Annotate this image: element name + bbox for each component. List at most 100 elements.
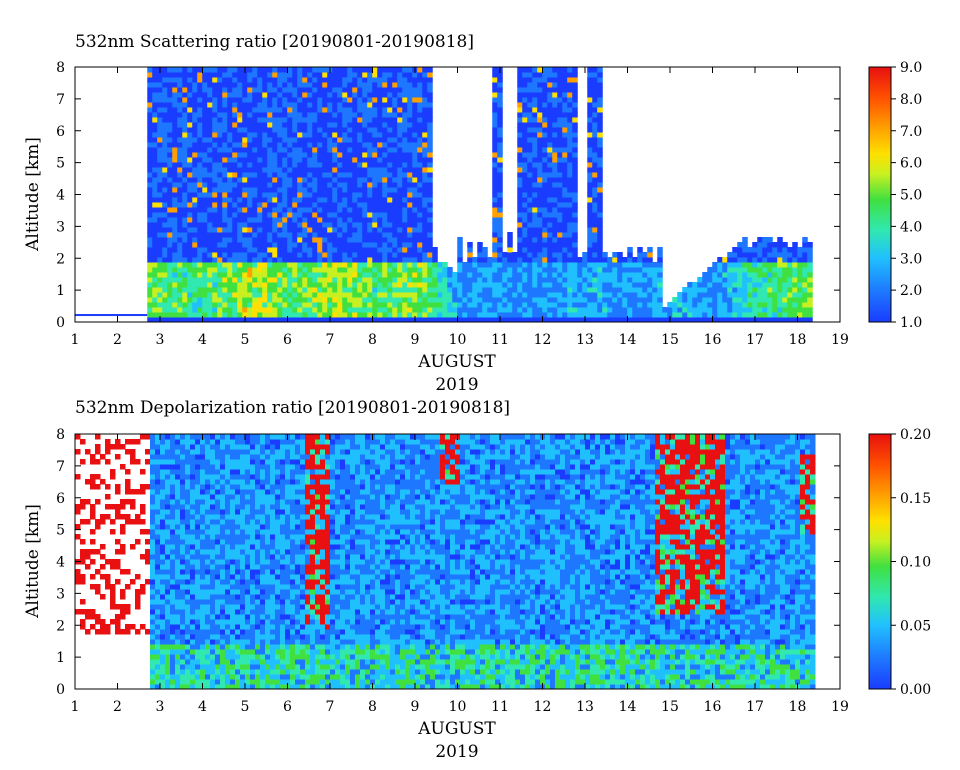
heatmap-cell (592, 222, 598, 228)
heatmap-cell (572, 252, 578, 258)
heatmap-cell (397, 122, 403, 128)
heatmap-cell (412, 132, 418, 138)
heatmap-cell (592, 232, 598, 238)
heatmap-cell (157, 237, 163, 243)
heatmap-cell (547, 137, 553, 143)
heatmap-cell (537, 92, 543, 98)
heatmap-cell (282, 77, 288, 83)
heatmap-cell (297, 192, 303, 198)
heatmap-cell (527, 182, 533, 188)
heatmap-cell (357, 87, 363, 93)
heatmap-cell (257, 282, 263, 288)
heatmap-cell (632, 312, 638, 318)
heatmap-cell (207, 282, 213, 288)
colorbar-tick-label: 7.0 (900, 124, 922, 140)
heatmap-cell (342, 252, 348, 258)
heatmap-cell (150, 434, 156, 440)
heatmap-cell (587, 297, 593, 303)
heatmap-cell (202, 162, 208, 168)
heatmap-cell (182, 217, 188, 223)
heatmap-cell (532, 82, 538, 88)
heatmap-cell (145, 629, 151, 635)
heatmap-cell (367, 302, 373, 308)
y-tick-label: 3 (56, 219, 65, 235)
heatmap-cell (155, 679, 161, 685)
heatmap-cell (562, 207, 568, 213)
heatmap-cell (222, 152, 228, 158)
heatmap-cell (542, 197, 548, 203)
heatmap-cell (517, 312, 523, 318)
heatmap-cell (382, 207, 388, 213)
heatmap-cell (597, 172, 603, 178)
heatmap-cell (307, 312, 313, 318)
heatmap-cell (387, 97, 393, 103)
heatmap-cell (312, 67, 318, 73)
heatmap-cell (552, 257, 558, 263)
heatmap-cell (90, 474, 96, 480)
heatmap-cell (337, 157, 343, 163)
heatmap-cell (272, 152, 278, 158)
heatmap-cell (587, 177, 593, 183)
heatmap-cell (357, 212, 363, 218)
heatmap-cell (527, 252, 533, 258)
heatmap-cell (337, 117, 343, 123)
heatmap-cell (227, 207, 233, 213)
heatmap-cell (242, 257, 248, 263)
heatmap-cell (237, 67, 243, 73)
heatmap-cell (150, 634, 156, 640)
heatmap-cell (407, 107, 413, 113)
heatmap-cell (522, 277, 528, 283)
heatmap-cell (227, 272, 233, 278)
heatmap-cell (637, 267, 643, 273)
heatmap-cell (592, 242, 598, 248)
heatmap-cell (130, 504, 136, 510)
heatmap-cell (552, 297, 558, 303)
heatmap-cell (262, 232, 268, 238)
heatmap-cell (642, 282, 648, 288)
heatmap-cell (412, 82, 418, 88)
heatmap-cell (517, 307, 523, 313)
heatmap-cell (247, 202, 253, 208)
heatmap-cell (512, 317, 518, 322)
heatmap-cell (422, 317, 428, 322)
heatmap-cell (412, 117, 418, 123)
heatmap-cell (377, 217, 383, 223)
heatmap-cell (537, 197, 543, 203)
heatmap-cell (197, 302, 203, 308)
heatmap-cell (257, 97, 263, 103)
heatmap-cell (547, 192, 553, 198)
heatmap-cell (162, 297, 168, 303)
heatmap-cell (297, 317, 303, 322)
heatmap-cell (427, 132, 433, 138)
heatmap-cell (262, 67, 268, 73)
heatmap-cell (537, 222, 543, 228)
heatmap-cell (737, 297, 743, 303)
heatmap-cell (312, 262, 318, 268)
heatmap-cell (372, 207, 378, 213)
heatmap-cell (232, 182, 238, 188)
heatmap-cell (182, 187, 188, 193)
heatmap-cell (302, 127, 308, 133)
heatmap-cell (197, 232, 203, 238)
heatmap-cell (522, 87, 528, 93)
heatmap-cell (182, 177, 188, 183)
heatmap-cell (562, 227, 568, 233)
heatmap-cell (152, 187, 158, 193)
heatmap-cell (597, 232, 603, 238)
heatmap-cell (212, 202, 218, 208)
heatmap-cell (247, 172, 253, 178)
heatmap-cell (647, 282, 653, 288)
heatmap-cell (587, 67, 593, 73)
heatmap-cell (147, 172, 153, 178)
heatmap-cell (262, 247, 268, 253)
heatmap-cell (352, 227, 358, 233)
heatmap-cell (592, 117, 598, 123)
heatmap-cell (587, 117, 593, 123)
heatmap-cell (547, 102, 553, 108)
heatmap-cell (517, 132, 523, 138)
heatmap-cell (312, 272, 318, 278)
heatmap-cell (267, 122, 273, 128)
heatmap-cell (757, 277, 763, 283)
heatmap-cell (487, 272, 493, 278)
